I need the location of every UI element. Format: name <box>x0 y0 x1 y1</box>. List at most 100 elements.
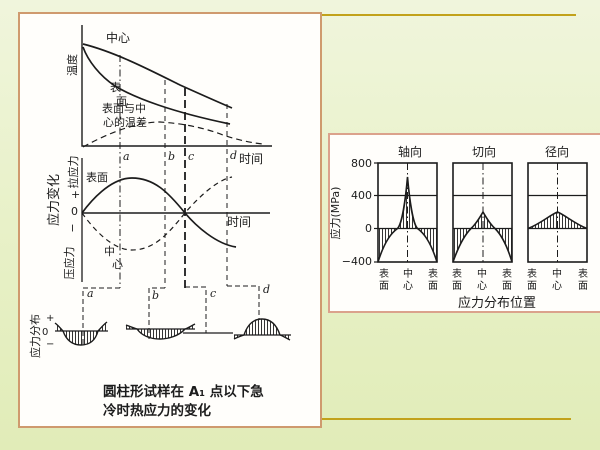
zero-sign-bottom: 0 <box>42 327 48 338</box>
top-accent-line <box>320 14 576 16</box>
right-figure-svg: 应力(MPa) 800 400 0 −400 轴向 切向 径向 <box>330 144 588 311</box>
panel-title-tangential: 切向 <box>472 144 496 159</box>
tangential-left-surface-char2: 面 <box>452 281 462 292</box>
diff-curve-label-line1: 表面与中 <box>102 101 146 115</box>
tangential-center-char1: 中 <box>477 267 487 280</box>
right-figure: 应力(MPa) 800 400 0 −400 轴向 切向 径向 <box>328 133 600 313</box>
sketch-d-left-negative-area <box>234 335 244 339</box>
compressive-stress-label: 压应力 <box>62 247 76 280</box>
ytick-0: 0 <box>365 222 372 235</box>
tangential-right-surface-char2: 面 <box>502 281 512 292</box>
temperature-chart: 中心 温度 表 面 表面与中 心的温差 a b c d 时间 <box>65 25 272 288</box>
time-point-c-label: c <box>188 150 194 163</box>
axial-right-surface-char2: 面 <box>428 281 438 292</box>
axial-panel <box>377 162 438 263</box>
radial-peak-area <box>528 212 587 229</box>
center-stress-curve-char1: 中 <box>104 245 115 258</box>
radial-center-char2: 心 <box>552 280 562 292</box>
sketch-b-right-positive-area <box>185 324 195 329</box>
bottom-accent-line <box>318 418 571 420</box>
axial-position-labels: 表 面 中 心 表 面 <box>379 267 438 292</box>
center-curve-label: 中心 <box>106 30 130 45</box>
tangential-right-negative-area <box>495 228 512 262</box>
time-point-d-label: d <box>230 149 237 162</box>
zero-sign-middle: 0 <box>71 205 78 218</box>
sketch-a-curve <box>54 321 108 346</box>
axial-stress-curve <box>377 176 438 263</box>
stress-distribution-row: 应力分布 + 0 − <box>28 313 291 358</box>
right-figure-xlabel: 应力分布位置 <box>458 295 536 311</box>
tensile-stress-label: 拉应力 <box>66 156 80 189</box>
tangential-panel <box>452 162 513 263</box>
axial-left-surface-char2: 面 <box>379 281 389 292</box>
tangential-peak-area <box>471 212 495 229</box>
distribution-axis-label: 应力分布 <box>28 314 42 358</box>
radial-right-surface-char2: 面 <box>578 281 588 292</box>
axial-left-surface-char1: 表 <box>379 267 389 280</box>
plus-sign-middle: + <box>71 188 80 201</box>
distribution-sketch-a <box>54 321 108 346</box>
center-stress-curve-char2: 心 <box>112 258 123 271</box>
radial-left-surface-char2: 面 <box>527 281 537 292</box>
surface-curve-label-char2: 面 <box>116 95 127 108</box>
tangential-left-surface-char1: 表 <box>452 267 462 280</box>
sketch-d-positive-area <box>244 319 280 335</box>
axial-right-surface-char1: 表 <box>428 267 438 280</box>
radial-center-char1: 中 <box>552 267 562 280</box>
minus-sign-middle: − <box>66 223 79 232</box>
center-stress-curve <box>81 176 233 251</box>
left-figure-caption-line2: 冷时热应力的变化 <box>103 402 211 419</box>
panel-title-axial: 轴向 <box>398 144 422 159</box>
y-tick-labels: 800 400 0 −400 <box>342 157 372 268</box>
temperature-difference-curve <box>82 121 264 148</box>
tangential-position-labels: 表 面 中 心 表 面 <box>452 267 512 292</box>
connector-c <box>185 286 207 333</box>
surface-stress-curve <box>81 177 237 248</box>
center-temperature-curve <box>82 43 233 109</box>
left-figure-caption-line1: 圆柱形试样在 A₁ 点以下急 <box>103 383 264 400</box>
tangential-stress-curve <box>452 210 513 263</box>
ytick-400: 400 <box>351 189 372 202</box>
distribution-sketch-d <box>233 318 291 341</box>
temperature-axes <box>81 25 272 147</box>
time-axis-label-middle: 时间 <box>227 215 251 229</box>
sketch-b-curve <box>125 323 196 340</box>
left-figure: 中心 温度 表 面 表面与中 心的温差 a b c d 时间 应力变化 <box>18 12 322 428</box>
ytick-neg400: −400 <box>342 255 372 268</box>
connector-d <box>227 285 260 320</box>
connector-lines <box>82 285 260 344</box>
sketch-d-label: d <box>263 283 270 296</box>
tangential-left-negative-area <box>453 228 471 262</box>
sketch-b-label: b <box>152 289 159 302</box>
temperature-axis-label: 温度 <box>65 54 79 76</box>
surface-stress-curve-label: 表面 <box>86 170 108 184</box>
axial-right-negative-area <box>417 228 437 262</box>
sketch-a-label: a <box>87 287 94 300</box>
time-point-a-label: a <box>123 150 130 163</box>
ytick-800: 800 <box>351 157 372 170</box>
connector-b <box>148 287 165 339</box>
plus-sign-bottom: + <box>46 313 54 324</box>
tangential-right-surface-char1: 表 <box>502 267 512 280</box>
axial-center-char1: 中 <box>403 267 413 280</box>
sketch-d-right-negative-area <box>280 335 290 340</box>
axial-left-negative-area <box>378 228 398 262</box>
axial-center-char2: 心 <box>403 280 413 292</box>
surface-temperature-curve <box>82 46 231 125</box>
radial-position-labels: 表 面 中 心 表 面 <box>527 267 588 292</box>
distribution-sketch-b <box>125 323 196 340</box>
stress-change-chart: 应力变化 拉应力 + 0 − 压应力 表面 中 心 时间 <box>46 156 270 282</box>
surface-curve-label-char1: 表 <box>110 80 121 94</box>
sketch-c-label: c <box>210 287 216 300</box>
radial-stress-curve <box>527 211 588 230</box>
time-axis-label-top: 时间 <box>239 152 263 166</box>
sketch-b-left-positive-area <box>126 325 137 329</box>
sketch-d-curve <box>233 318 291 341</box>
radial-right-surface-char1: 表 <box>578 267 588 280</box>
radial-panel <box>527 162 588 263</box>
stress-change-axis-label: 应力变化 <box>46 174 62 226</box>
connector-a <box>82 287 120 344</box>
tangential-center-char2: 心 <box>477 280 487 292</box>
panel-title-radial: 径向 <box>545 144 569 159</box>
